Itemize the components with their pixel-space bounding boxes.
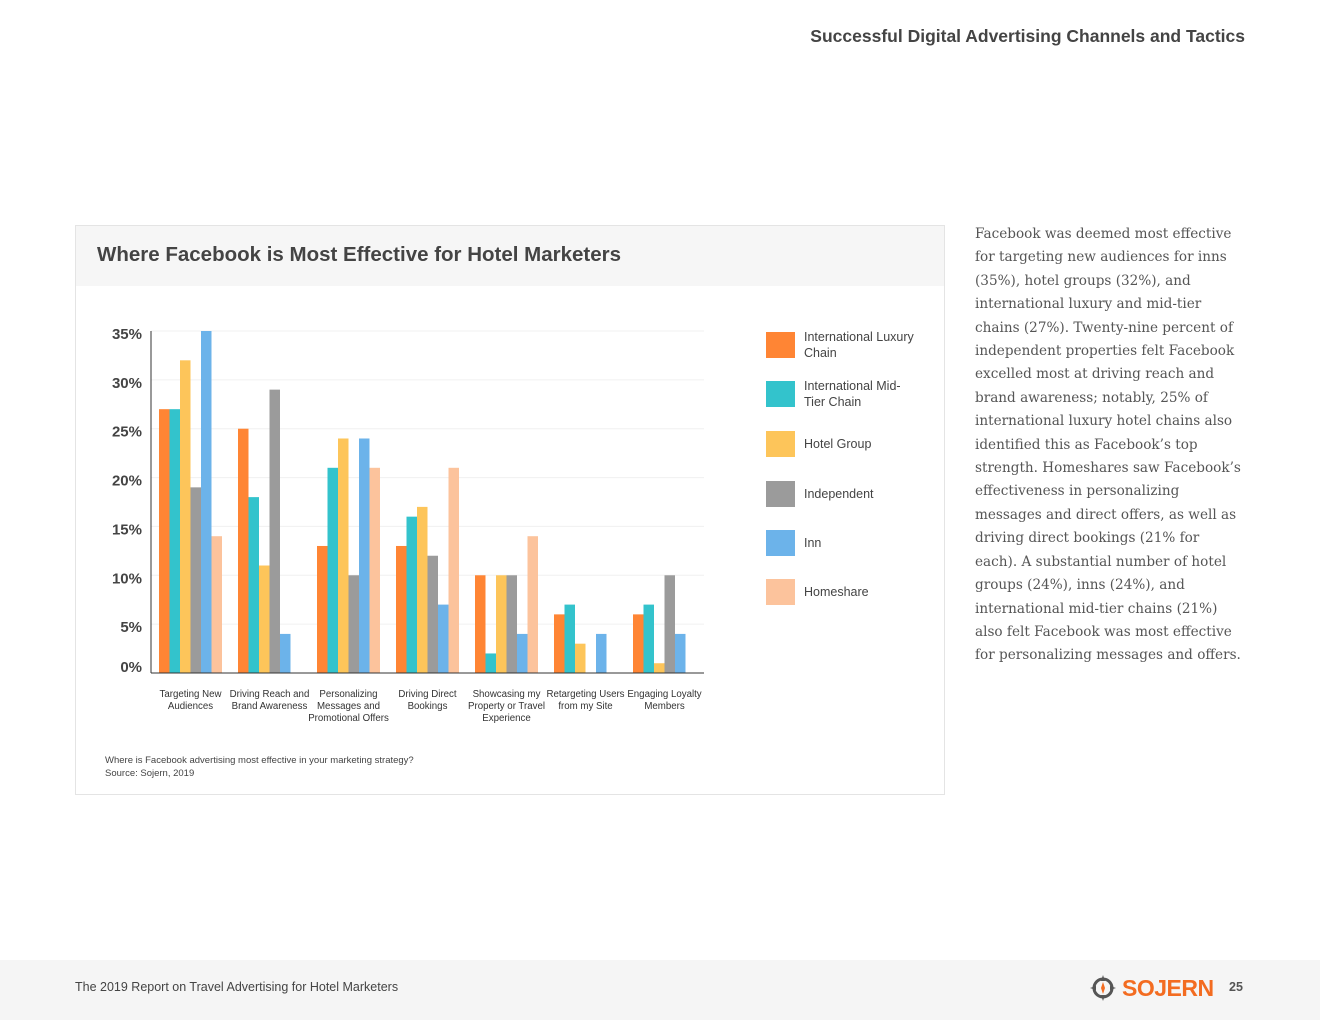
bar [238, 428, 249, 673]
chart-title-band [76, 226, 944, 286]
legend-swatch [766, 481, 795, 507]
bar [575, 643, 586, 673]
bar [280, 633, 291, 673]
bar [169, 409, 180, 673]
page-header: Successful Digital Advertising Channels … [810, 26, 1245, 46]
bar [554, 614, 565, 673]
bar [211, 536, 222, 673]
y-tick-label: 25% [112, 424, 142, 441]
x-tick-label: Personalizing Messages and Promotional O… [308, 689, 389, 724]
bar [475, 575, 486, 673]
bar [527, 536, 538, 673]
brand-logo: SOJERN [1122, 975, 1214, 1001]
bar [338, 438, 349, 673]
bar [675, 633, 686, 673]
legend-label: Homeshare [804, 585, 869, 599]
chart-title: Where Facebook is Most Effective for Hot… [97, 243, 622, 266]
bar [496, 575, 507, 673]
legend-swatch [766, 332, 795, 358]
y-tick-label: 35% [112, 326, 142, 343]
x-tick-label: Targeting New Audiences [159, 689, 222, 712]
footer-band [0, 960, 1320, 1020]
brand-icon [1090, 975, 1116, 1001]
bar [438, 604, 449, 673]
y-tick-label: 15% [112, 521, 142, 538]
y-tick-label: 20% [112, 473, 142, 490]
legend-label: Inn [804, 536, 822, 550]
bar [427, 555, 438, 673]
bar [248, 497, 259, 673]
body-text: Facebook was deemed most effective for t… [975, 226, 1241, 664]
bar [517, 633, 528, 673]
bar [159, 409, 170, 673]
bar [417, 506, 428, 673]
bar [269, 389, 280, 673]
chart-panel [75, 225, 945, 795]
bar [348, 575, 359, 673]
bar [506, 575, 517, 673]
x-tick-label: Retargeting Users from my Site [546, 689, 625, 712]
legend-swatch [766, 579, 795, 605]
bar [448, 467, 459, 673]
bar [369, 467, 380, 673]
bar [406, 516, 417, 673]
x-tick-label: Driving Reach and Brand Awareness [229, 689, 310, 712]
legend-label: International Mid-Tier Chain [804, 379, 901, 409]
bar [396, 545, 407, 673]
legend-label: International Luxury Chain [804, 330, 914, 360]
legend-swatch [766, 381, 795, 407]
page-number: 25 [1229, 980, 1243, 994]
bar [327, 467, 338, 673]
bar [190, 487, 201, 673]
bar [317, 545, 328, 673]
y-tick-label: 30% [112, 375, 142, 392]
x-tick-label: Showcasing my Property or Travel Experie… [468, 689, 545, 724]
chart-question: Where is Facebook advertising most effec… [105, 755, 414, 766]
x-tick-label: Driving Direct Bookings [398, 689, 457, 712]
legend-label: Independent [804, 487, 874, 501]
bar [564, 604, 575, 673]
bar [485, 653, 496, 673]
y-tick-label: 0% [120, 659, 142, 676]
x-tick-label: Engaging Loyalty Members [627, 689, 702, 712]
bar [180, 360, 191, 673]
y-tick-label: 10% [112, 570, 142, 587]
legend-swatch [766, 530, 795, 556]
chart-source: Source: Sojern, 2019 [105, 768, 195, 779]
bar [633, 614, 644, 673]
legend-swatch [766, 431, 795, 457]
legend-label: Hotel Group [804, 437, 872, 451]
bar [359, 438, 370, 673]
bar [643, 604, 654, 673]
bar [596, 633, 607, 673]
bar [201, 331, 212, 673]
footer-report: The 2019 Report on Travel Advertising fo… [75, 980, 399, 994]
bar [654, 663, 665, 673]
bar [259, 565, 270, 673]
bar [664, 575, 675, 673]
y-tick-label: 5% [120, 619, 142, 636]
